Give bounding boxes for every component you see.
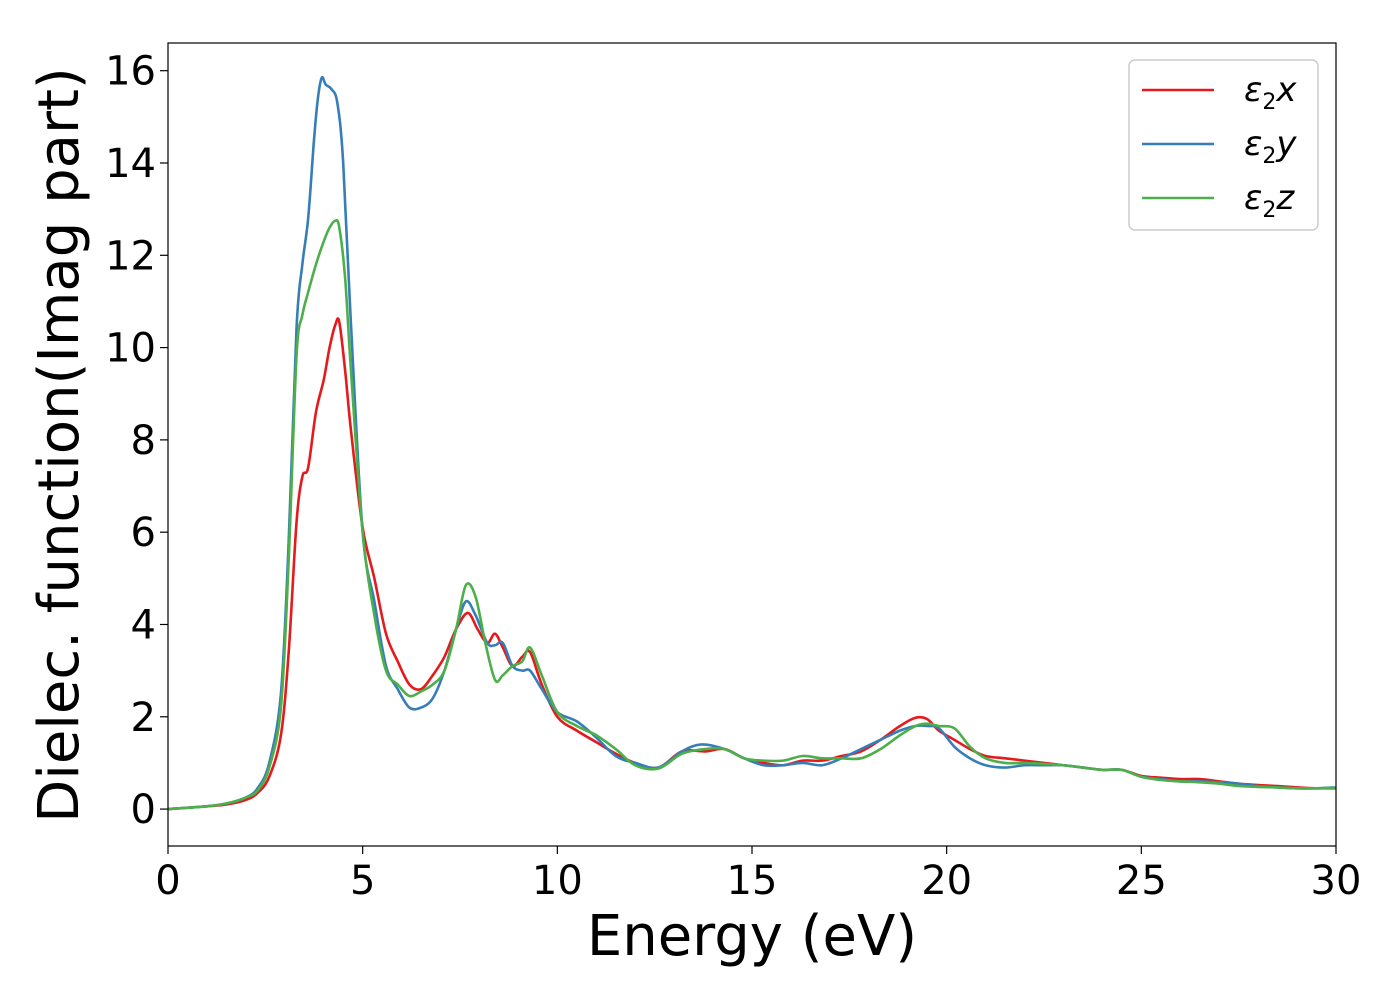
- y-tick-label: 16: [105, 49, 156, 95]
- x-tick-label: 30: [1311, 858, 1362, 904]
- y-axis-label: Dielec. function(Imag part): [27, 67, 92, 823]
- x-tick-label: 0: [155, 858, 180, 904]
- x-axis-label: Energy (eV): [587, 904, 917, 969]
- series-line-z: [168, 219, 1336, 811]
- legend-label-z: ε2z: [1244, 178, 1295, 223]
- y-tick-label: 14: [105, 141, 156, 187]
- x-tick-label: 5: [350, 858, 375, 904]
- x-axis-ticks: 0 5 10 15 20 25 30: [155, 846, 1361, 904]
- y-tick-label: 12: [105, 233, 156, 279]
- y-tick-label: 8: [131, 418, 156, 464]
- legend-box: [1128, 59, 1319, 231]
- x-tick-label: 15: [727, 858, 778, 904]
- x-tick-label: 20: [921, 858, 972, 904]
- x-tick-label: 25: [1116, 858, 1167, 904]
- y-axis-ticks: 0 2 4 6 8 10 12 14 16: [105, 49, 168, 833]
- y-tick-label: 4: [131, 602, 156, 648]
- legend: ε2x ε2y ε2z: [1128, 59, 1319, 231]
- y-tick-label: 2: [131, 695, 156, 741]
- x-tick-label: 10: [532, 858, 583, 904]
- y-tick-label: 6: [131, 510, 156, 556]
- legend-label-x: ε2x: [1244, 70, 1297, 115]
- series-layer: [168, 75, 1336, 811]
- y-tick-label: 0: [131, 787, 156, 833]
- y-tick-label: 10: [105, 326, 156, 372]
- legend-label-y: ε2y: [1244, 124, 1297, 169]
